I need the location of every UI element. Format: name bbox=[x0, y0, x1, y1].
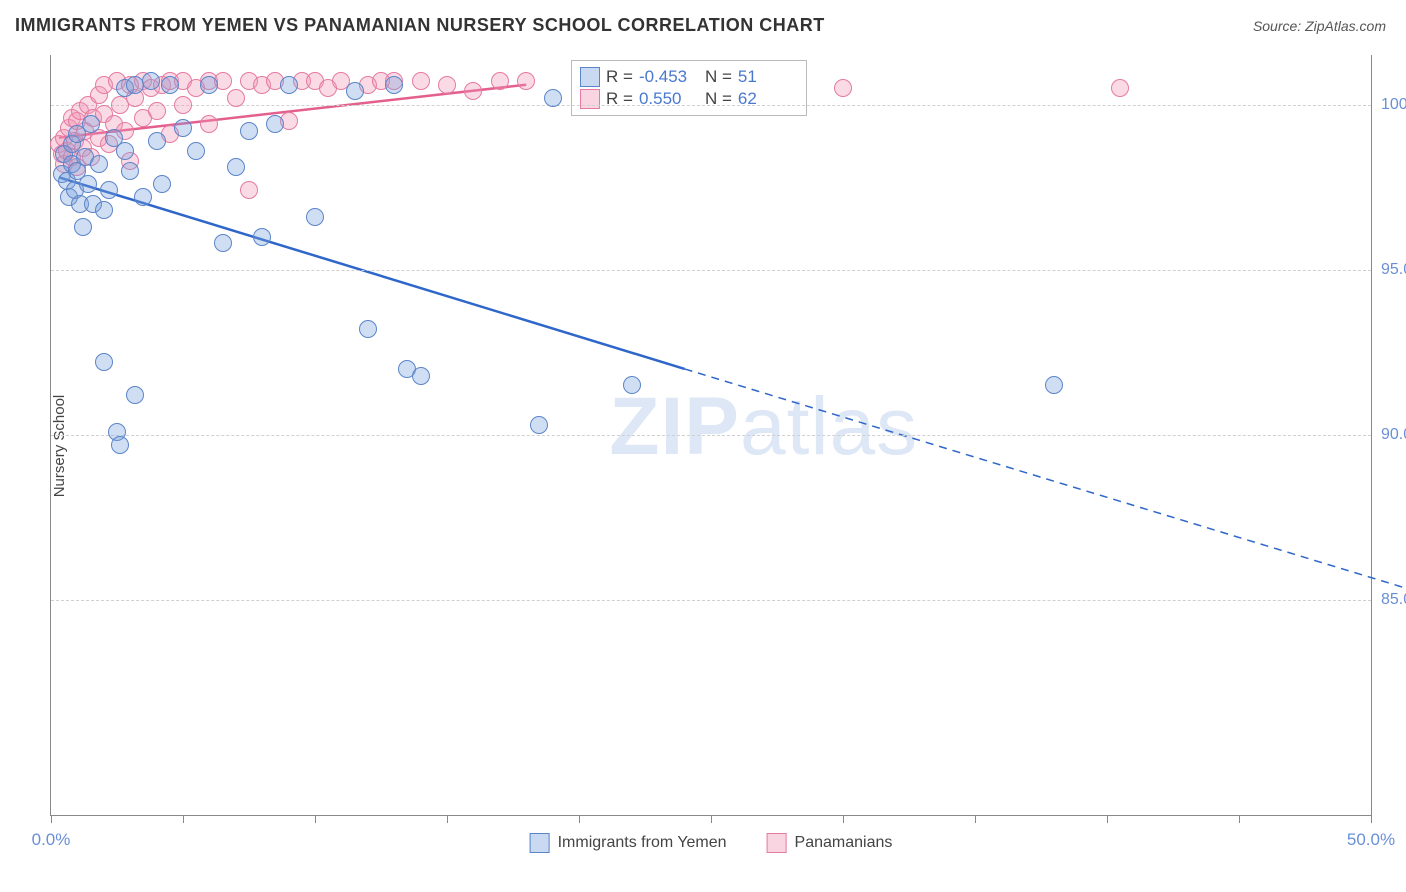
data-point-blue bbox=[412, 367, 430, 385]
stats-n-value: 62 bbox=[738, 89, 798, 109]
correlation-stats-box: R = -0.453 N = 51 R = 0.550 N = 62 bbox=[571, 60, 807, 116]
data-point-pink bbox=[438, 76, 456, 94]
gridline bbox=[51, 435, 1371, 436]
data-point-blue bbox=[227, 158, 245, 176]
gridline bbox=[51, 270, 1371, 271]
y-tick-label: 100.0% bbox=[1381, 96, 1406, 114]
data-point-blue bbox=[148, 132, 166, 150]
data-point-blue bbox=[306, 208, 324, 226]
data-point-pink bbox=[834, 79, 852, 97]
data-point-blue bbox=[116, 142, 134, 160]
data-point-blue bbox=[187, 142, 205, 160]
data-point-blue bbox=[74, 218, 92, 236]
data-point-blue bbox=[134, 188, 152, 206]
source-attribution: Source: ZipAtlas.com bbox=[1253, 18, 1386, 34]
x-tick bbox=[183, 815, 184, 823]
source-label: Source: bbox=[1253, 18, 1301, 34]
data-point-pink bbox=[174, 96, 192, 114]
x-tick bbox=[1107, 815, 1108, 823]
x-tick bbox=[975, 815, 976, 823]
data-point-blue bbox=[174, 119, 192, 137]
legend-label-pink: Panamanians bbox=[795, 834, 893, 852]
data-point-blue bbox=[280, 76, 298, 94]
legend-label-blue: Immigrants from Yemen bbox=[558, 834, 727, 852]
stats-n-label: N = bbox=[705, 67, 732, 87]
x-tick-label: 0.0% bbox=[32, 830, 71, 850]
data-point-blue bbox=[530, 416, 548, 434]
data-point-blue bbox=[253, 228, 271, 246]
trendline bbox=[685, 369, 1406, 594]
data-point-pink bbox=[464, 82, 482, 100]
data-point-blue bbox=[111, 436, 129, 454]
data-point-blue bbox=[90, 155, 108, 173]
x-tick bbox=[51, 815, 52, 823]
data-point-blue bbox=[153, 175, 171, 193]
data-point-blue bbox=[95, 353, 113, 371]
data-point-blue bbox=[121, 162, 139, 180]
x-tick bbox=[315, 815, 316, 823]
data-point-pink bbox=[517, 72, 535, 90]
data-point-blue bbox=[346, 82, 364, 100]
x-tick bbox=[1239, 815, 1240, 823]
data-point-blue bbox=[95, 201, 113, 219]
gridline bbox=[51, 105, 1371, 106]
data-point-blue bbox=[544, 89, 562, 107]
stats-r-value: -0.453 bbox=[639, 67, 699, 87]
data-point-blue bbox=[79, 175, 97, 193]
x-tick bbox=[843, 815, 844, 823]
data-point-pink bbox=[240, 181, 258, 199]
legend-swatch-blue bbox=[530, 833, 550, 853]
y-tick-label: 85.0% bbox=[1381, 591, 1406, 609]
legend-swatch-pink bbox=[767, 833, 787, 853]
data-point-blue bbox=[359, 320, 377, 338]
stats-r-label: R = bbox=[606, 89, 633, 109]
trendline bbox=[59, 177, 685, 369]
data-point-blue bbox=[1045, 376, 1063, 394]
x-tick bbox=[711, 815, 712, 823]
stats-r-value: 0.550 bbox=[639, 89, 699, 109]
plot-area: ZIPatlas R =-0.453N =51R =0.550N =62 Imm… bbox=[50, 55, 1372, 816]
data-point-pink bbox=[227, 89, 245, 107]
data-point-blue bbox=[161, 76, 179, 94]
data-point-pink bbox=[412, 72, 430, 90]
x-tick-label: 50.0% bbox=[1347, 830, 1395, 850]
data-point-blue bbox=[100, 181, 118, 199]
y-tick-label: 90.0% bbox=[1381, 426, 1406, 444]
data-point-blue bbox=[266, 115, 284, 133]
y-tick-label: 95.0% bbox=[1381, 261, 1406, 279]
stats-r-label: R = bbox=[606, 67, 633, 87]
stats-row: R = 0.550 N = 62 bbox=[580, 89, 798, 109]
data-point-blue bbox=[214, 234, 232, 252]
data-point-pink bbox=[148, 102, 166, 120]
data-point-blue bbox=[385, 76, 403, 94]
stats-swatch-pink bbox=[580, 89, 600, 109]
data-point-pink bbox=[200, 115, 218, 133]
legend-item-pink: Panamanians bbox=[767, 833, 893, 853]
data-point-blue bbox=[126, 386, 144, 404]
x-tick bbox=[1371, 815, 1372, 823]
data-point-pink bbox=[491, 72, 509, 90]
data-point-blue bbox=[200, 76, 218, 94]
data-point-pink bbox=[1111, 79, 1129, 97]
source-name: ZipAtlas.com bbox=[1305, 18, 1386, 34]
legend-item-blue: Immigrants from Yemen bbox=[530, 833, 727, 853]
stats-swatch-blue bbox=[580, 67, 600, 87]
bottom-legend: Immigrants from Yemen Panamanians bbox=[530, 833, 893, 853]
stats-row: R = -0.453 N = 51 bbox=[580, 67, 798, 87]
data-point-blue bbox=[82, 115, 100, 133]
x-tick bbox=[579, 815, 580, 823]
stats-n-label: N = bbox=[705, 89, 732, 109]
x-tick bbox=[447, 815, 448, 823]
chart-title: IMMIGRANTS FROM YEMEN VS PANAMANIAN NURS… bbox=[15, 15, 825, 36]
gridline bbox=[51, 600, 1371, 601]
stats-n-value: 51 bbox=[738, 67, 798, 87]
data-point-blue bbox=[240, 122, 258, 140]
data-point-blue bbox=[142, 72, 160, 90]
data-point-blue bbox=[623, 376, 641, 394]
